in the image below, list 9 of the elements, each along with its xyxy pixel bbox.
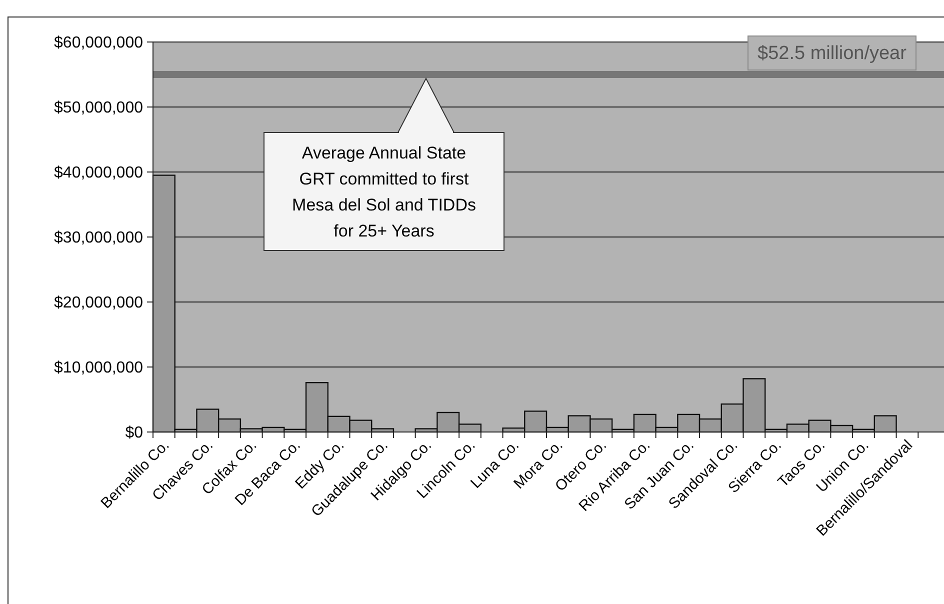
y-tick-label: $10,000,000 (54, 360, 144, 377)
y-tick-label: $40,000,000 (54, 164, 144, 182)
y-tick-label: $30,000,000 (54, 230, 144, 247)
y-tick-label: $50,000,000 (54, 100, 144, 117)
y-tick-label: $60,000,000 (54, 34, 144, 52)
y-tick-label: $0 (125, 424, 144, 442)
ref-line-label: $52.5 million/year (758, 43, 908, 64)
y-tick-label: $20,000,000 (54, 294, 144, 312)
annotation: Average Annual State GRT committed to first Mesa del Sol and TIDDs for 25+ Years (292, 144, 476, 240)
